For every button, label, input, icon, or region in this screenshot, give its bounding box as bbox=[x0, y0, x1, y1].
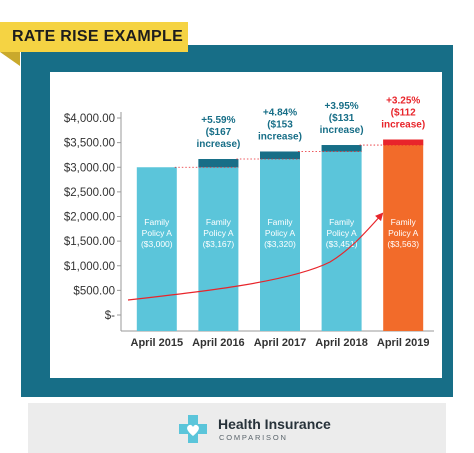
bar-label: Policy A bbox=[388, 228, 419, 238]
increase-annotation: +4.84% bbox=[263, 107, 297, 118]
chart-card bbox=[50, 72, 442, 378]
y-tick-label: $1,000.00 bbox=[64, 261, 115, 273]
y-tick-label: $- bbox=[105, 310, 115, 322]
bar-label: Policy A bbox=[265, 228, 296, 238]
increase-annotation: ($112 bbox=[391, 108, 416, 119]
increase-annotation: ($131 bbox=[329, 113, 355, 124]
y-tick-label: $2,000.00 bbox=[64, 212, 115, 224]
brand-subtitle: COMPARISON bbox=[219, 433, 288, 442]
bar bbox=[136, 167, 177, 331]
bar-label: ($3,451) bbox=[326, 239, 358, 249]
bar-label: Family bbox=[267, 217, 293, 227]
bar-label: Family bbox=[206, 217, 232, 227]
x-tick-label: April 2018 bbox=[315, 337, 368, 349]
bar-label: ($3,563) bbox=[387, 239, 419, 249]
bar-label: Family bbox=[144, 217, 170, 227]
increase-annotation: +3.95% bbox=[324, 101, 358, 112]
trend-arrow bbox=[127, 212, 384, 301]
increase-annotation: ($153 bbox=[267, 119, 293, 130]
bar-increase-segment bbox=[260, 151, 300, 160]
y-tick-label: $3,000.00 bbox=[64, 162, 115, 174]
x-tick-label: April 2016 bbox=[192, 337, 245, 349]
y-tick-label: $4,000.00 bbox=[64, 113, 115, 125]
bar bbox=[383, 139, 424, 331]
x-tick-label: April 2015 bbox=[131, 337, 184, 349]
bar-increase-segment bbox=[198, 159, 239, 168]
bar bbox=[321, 145, 362, 331]
bar-label: ($3,000) bbox=[141, 239, 173, 249]
x-tick-label: April 2017 bbox=[254, 337, 307, 349]
footer bbox=[28, 403, 446, 453]
bar-increase-segment bbox=[383, 139, 424, 146]
bar-label: ($3,167) bbox=[203, 239, 235, 249]
x-tick-label: April 2019 bbox=[377, 337, 430, 349]
y-tick-label: $3,500.00 bbox=[64, 138, 115, 150]
increase-annotation: increase) bbox=[258, 131, 302, 142]
y-tick-label: $500.00 bbox=[73, 285, 115, 297]
title-banner bbox=[0, 22, 188, 52]
y-tick-label: $1,500.00 bbox=[64, 236, 115, 248]
heart-cross-icon bbox=[179, 415, 207, 443]
bar-chart: $- $500.00 $1,000.00 $1,500.00 $2,000.00 $2,5… bbox=[64, 96, 434, 349]
bar-label: Policy A bbox=[142, 228, 173, 238]
banner-fold bbox=[0, 52, 20, 66]
bar-label: ($3,320) bbox=[264, 239, 296, 249]
bar-label: Family bbox=[391, 217, 417, 227]
increase-annotation: increase) bbox=[196, 139, 240, 150]
increase-annotation: +3.25% bbox=[386, 96, 420, 107]
y-tick-label: $2,500.00 bbox=[64, 187, 115, 199]
increase-annotation: increase) bbox=[320, 125, 364, 136]
bar-increase-segment bbox=[321, 145, 362, 152]
bar bbox=[260, 151, 300, 331]
increase-annotation: ($167 bbox=[206, 127, 232, 138]
bar-label: Family bbox=[329, 217, 355, 227]
increase-annotation: increase) bbox=[381, 120, 425, 131]
bar bbox=[198, 159, 239, 331]
bar-label: Policy A bbox=[326, 228, 357, 238]
bar-label: Policy A bbox=[203, 228, 234, 238]
banner-title: RATE RISE EXAMPLE bbox=[12, 28, 184, 45]
brand-name: Health Insurance bbox=[218, 416, 331, 432]
increase-annotation: +5.59% bbox=[201, 115, 235, 126]
